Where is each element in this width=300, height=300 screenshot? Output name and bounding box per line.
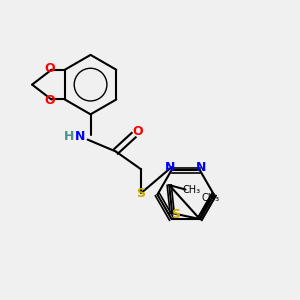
Text: CH₃: CH₃ [201, 193, 219, 203]
Text: CH₃: CH₃ [182, 184, 201, 194]
Text: S: S [171, 208, 180, 221]
Text: N: N [75, 130, 85, 143]
Text: N: N [165, 161, 175, 174]
Text: N: N [196, 161, 206, 174]
Text: S: S [136, 187, 146, 200]
Text: O: O [45, 94, 55, 107]
Text: O: O [45, 62, 55, 75]
Text: H: H [64, 130, 74, 143]
Text: O: O [132, 125, 142, 138]
